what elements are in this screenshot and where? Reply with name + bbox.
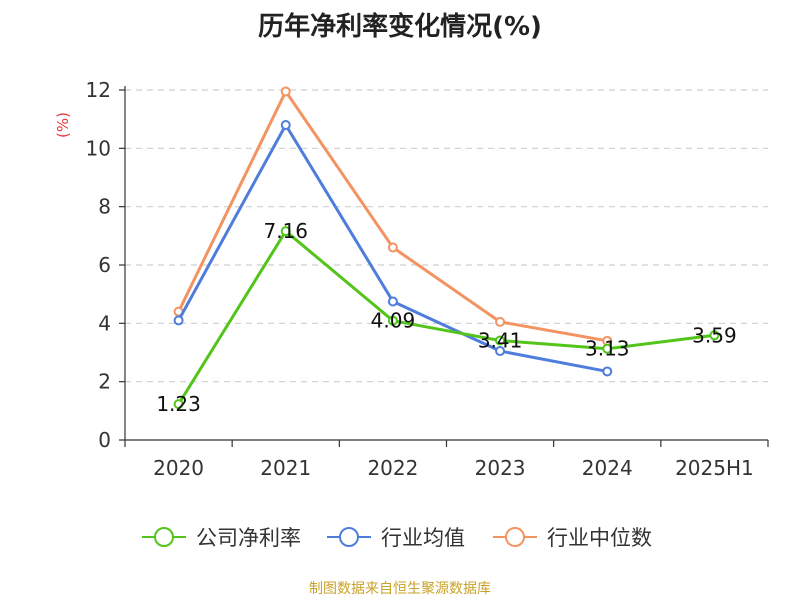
y-tick-label: 4	[98, 311, 111, 335]
axes: 0 2 4 6 8 10 12 (%) 2020 2021 2022 2023 2024 2025H1	[54, 78, 769, 480]
data-label: 1.23	[156, 392, 201, 416]
x-tick-label: 2025H1	[675, 456, 754, 480]
y-tick-label: 8	[98, 195, 111, 219]
x-tick-label: 2023	[475, 456, 526, 480]
data-point[interactable]	[387, 315, 398, 326]
data-point[interactable]	[387, 296, 398, 307]
data-point[interactable]	[173, 399, 184, 410]
x-tick-label: 2022	[367, 456, 418, 480]
data-label: 7.16	[263, 219, 308, 243]
chart-title: 历年净利率变化情况(%)	[258, 12, 542, 42]
legend-marker	[339, 527, 359, 547]
y-tick-label: 2	[98, 370, 111, 394]
data-point[interactable]	[387, 242, 398, 253]
data-label: 3.59	[692, 323, 737, 347]
legend-item-0[interactable]: 公司净利率	[142, 526, 301, 550]
y-tick-label: 0	[98, 428, 111, 452]
data-point[interactable]	[495, 335, 506, 346]
legend-marker	[154, 527, 174, 547]
data-point[interactable]	[709, 330, 720, 341]
data-point[interactable]	[173, 315, 184, 326]
y-tick-label: 6	[98, 253, 111, 277]
data-labels: 1.23 7.16 4.09 3.41 3.13 3.59	[156, 219, 736, 416]
series-line-0	[177, 229, 715, 405]
source-note: 制图数据来自恒生聚源数据库	[309, 581, 491, 597]
legend[interactable]: 公司净利率 行业均值 行业中位数	[142, 526, 652, 550]
data-label: 4.09	[371, 309, 416, 333]
legend-label: 公司净利率	[196, 526, 301, 550]
legend-marker	[505, 527, 525, 547]
data-point[interactable]	[602, 343, 613, 354]
data-point[interactable]	[280, 226, 291, 237]
y-axis-unit-label: (%)	[54, 112, 72, 138]
y-tick-label: 10	[86, 136, 111, 160]
x-tick-label: 2024	[582, 456, 633, 480]
legend-label: 行业中位数	[547, 526, 652, 550]
data-label: 3.13	[585, 337, 630, 361]
x-tick-label: 2021	[260, 456, 311, 480]
x-tick-label: 2020	[153, 456, 204, 480]
y-tick-label: 12	[86, 78, 111, 102]
data-point[interactable]	[495, 316, 506, 327]
data-point[interactable]	[280, 120, 291, 130]
data-point[interactable]	[495, 346, 506, 357]
data-point[interactable]	[602, 366, 613, 377]
data-label: 3.41	[478, 329, 523, 353]
series-layer	[173, 86, 720, 410]
legend-item-1[interactable]: 行业均值	[327, 526, 465, 550]
data-point[interactable]	[280, 86, 291, 97]
legend-label: 行业均值	[381, 526, 465, 550]
legend-item-2[interactable]: 行业中位数	[493, 526, 652, 550]
grid-lines	[125, 89, 768, 383]
